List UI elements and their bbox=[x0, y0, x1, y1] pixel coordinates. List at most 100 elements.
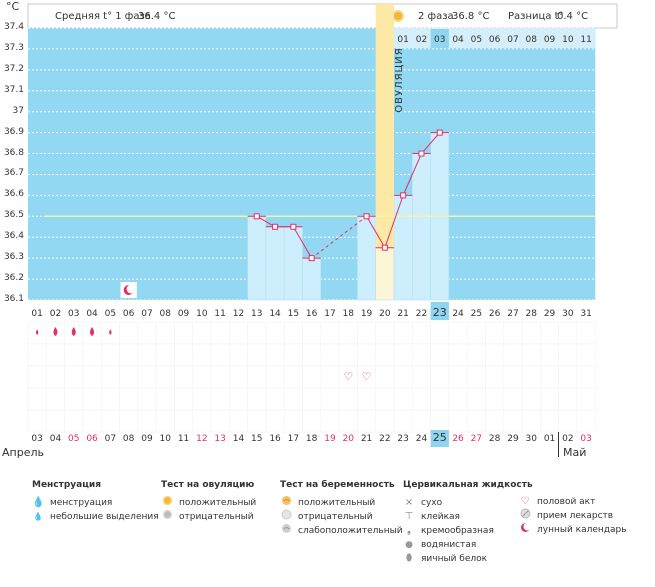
temperature-point bbox=[290, 223, 297, 230]
grid-cell bbox=[412, 387, 431, 411]
x-tick-label: 05 bbox=[105, 309, 116, 319]
y-tick-label: 36.2 bbox=[3, 273, 24, 284]
grid-cell bbox=[46, 409, 65, 433]
ovulation-label: ОВУЛЯЦИЯ bbox=[394, 47, 405, 113]
grid-cell bbox=[466, 409, 486, 433]
grid-cell bbox=[430, 409, 450, 433]
grid-cell bbox=[247, 321, 267, 345]
grid-cell bbox=[46, 343, 65, 367]
x-tick-label: 21 bbox=[397, 309, 408, 319]
heart-icon: ♡ bbox=[343, 370, 353, 383]
x-axis-days: 01 02 03 04 05 06 07 08 09 10 11 12 13 14 15 16 17 18 19 20… bbox=[31, 302, 592, 320]
grid-cell bbox=[540, 409, 559, 433]
grid-cell bbox=[412, 365, 431, 389]
sticky-icon: ⊤ bbox=[404, 511, 414, 522]
grid-cell bbox=[119, 321, 139, 345]
grid-cell bbox=[503, 387, 523, 411]
y-tick-label: 37.1 bbox=[3, 84, 24, 95]
x-tick-label: 12 bbox=[233, 309, 244, 319]
pill-icon bbox=[519, 508, 531, 524]
grid-cell bbox=[137, 343, 157, 367]
cycle-day-row: 01 02 03 04 05 06 07 08 09 10 11 bbox=[394, 28, 596, 48]
grid-cell bbox=[576, 387, 596, 411]
grid-cell bbox=[503, 409, 523, 433]
grid-cell bbox=[265, 387, 285, 411]
grid-cell bbox=[320, 387, 340, 411]
diff-value: 0.4 °C bbox=[557, 11, 588, 22]
grid-cell bbox=[210, 321, 230, 345]
grid-cell bbox=[393, 365, 413, 389]
menstruation-light-icon: 💧 bbox=[33, 512, 43, 521]
grid-cell bbox=[64, 343, 84, 367]
x-tick-label: 09 bbox=[178, 309, 190, 319]
x-tick-label: 27 bbox=[507, 309, 518, 319]
moon-icon-mask bbox=[126, 284, 136, 294]
grid-cell bbox=[265, 343, 285, 367]
legend-item: положительный bbox=[280, 496, 403, 510]
calendar-day-label: 13 bbox=[214, 434, 225, 444]
grid-cell bbox=[210, 365, 230, 389]
month-may: Май bbox=[563, 446, 587, 459]
calendar-day-label: 28 bbox=[489, 434, 501, 444]
y-tick-label: 37 bbox=[12, 105, 24, 116]
grid-cell bbox=[503, 321, 523, 345]
grid-cell bbox=[558, 321, 578, 345]
temperature-line-segment bbox=[384, 195, 404, 248]
legend-item: прием лекарств bbox=[519, 508, 627, 524]
grid-cell bbox=[521, 365, 541, 389]
legend-item: положительный bbox=[161, 495, 256, 510]
calendar-day-label: 17 bbox=[288, 434, 299, 444]
x-tick-label: 19 bbox=[361, 309, 373, 319]
x-tick-label: 14 bbox=[269, 309, 281, 319]
legend-other: ♡ половой акт прием лекарств лунный кален… bbox=[519, 495, 627, 537]
month-divider bbox=[558, 432, 559, 457]
cycle-day-label: 03 bbox=[434, 35, 445, 45]
x-tick-label: 17 bbox=[324, 309, 335, 319]
menstruation-light-icon bbox=[35, 329, 39, 335]
pregnancy-weak-icon bbox=[280, 523, 292, 539]
grid-cell bbox=[503, 365, 523, 389]
legend-item: лунный календарь bbox=[519, 522, 627, 537]
legend-title-ovulation-test: Тест на овуляцию bbox=[161, 480, 255, 490]
grid-cell bbox=[27, 365, 47, 389]
grid-cell bbox=[192, 343, 212, 367]
menstruation-heavy-icon: 💧 bbox=[32, 497, 45, 508]
grid-cell bbox=[357, 343, 376, 367]
x-tick-label: 30 bbox=[562, 309, 574, 319]
creamy-icon: ❟ bbox=[407, 525, 411, 536]
temperature-chart: Средняя t° 1 фаза 36.4 °C 2 фаза 36.8 °C… bbox=[27, 3, 618, 447]
menstruation-heavy-icon bbox=[53, 327, 58, 336]
grid-cell bbox=[485, 343, 505, 367]
x-tick-label: 22 bbox=[416, 309, 427, 319]
cycle-day-today bbox=[430, 29, 449, 48]
legend-item: 💧 небольшие выделения bbox=[33, 512, 159, 522]
y-tick-label: 36.8 bbox=[3, 147, 24, 158]
grid-cell bbox=[576, 409, 596, 433]
y-tick-label: 36.4 bbox=[3, 231, 24, 242]
grid-cell bbox=[576, 365, 596, 389]
heart-icon: ♡ bbox=[362, 370, 372, 383]
grid-cell bbox=[521, 409, 541, 433]
today-highlight bbox=[430, 430, 449, 447]
grid-cell bbox=[485, 387, 505, 411]
grid-cell bbox=[320, 365, 340, 389]
grid-cell bbox=[137, 387, 157, 411]
grid-cell bbox=[485, 365, 505, 389]
grid-cell bbox=[576, 321, 596, 345]
x-tick-label: 10 bbox=[196, 309, 208, 319]
menstruation-light-icon bbox=[109, 329, 112, 335]
cycle-day-label: 01 bbox=[397, 35, 408, 45]
x-tick-label: 26 bbox=[489, 309, 501, 319]
grid-cell bbox=[46, 387, 65, 411]
grid-cell bbox=[283, 387, 303, 411]
calendar-day-label: 22 bbox=[379, 434, 390, 444]
calendar-day-label: 25 bbox=[433, 431, 447, 444]
grid-cell bbox=[430, 387, 450, 411]
grid-cell bbox=[137, 409, 157, 433]
grid-cell bbox=[375, 343, 395, 367]
calendar-day-label: 20 bbox=[343, 434, 355, 444]
phase1-label: Средняя t° 1 фаза bbox=[55, 11, 151, 22]
temperature-bar bbox=[247, 216, 267, 301]
legend-pregnancy-test: Тест на беременность положительный отриц… bbox=[280, 480, 403, 538]
grid-cell bbox=[540, 365, 559, 389]
